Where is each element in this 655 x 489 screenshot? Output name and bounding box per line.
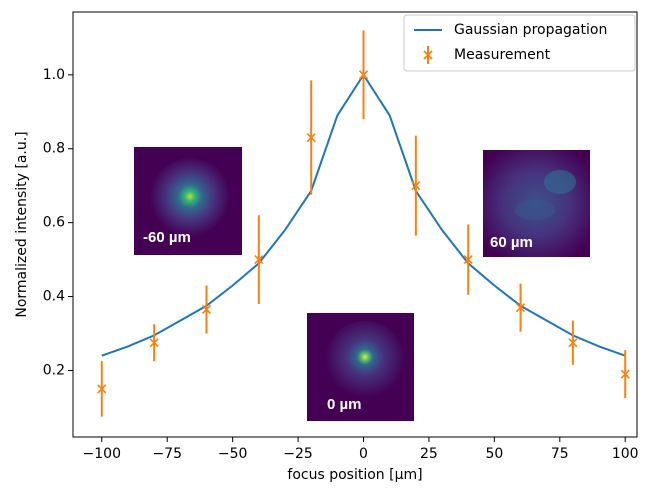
marker [254,255,264,265]
marker [568,338,578,348]
marker [97,384,107,394]
x-tick-label: −50 [218,446,248,462]
y-axis-label: Normalized intensity [a.u.] [14,131,30,317]
x-tick-label: −100 [83,446,121,462]
marker [411,181,421,191]
legend-box [403,14,636,72]
marker [463,255,473,265]
marker [515,303,526,313]
legend-label: Gaussian propagation [454,22,607,38]
legend-swatch [423,50,433,60]
beam-spot [544,170,576,194]
beam-spot [150,158,230,238]
x-tick-label: 25 [420,446,438,462]
legend-label: Measurement [454,47,551,63]
x-tick-label: 75 [551,446,569,462]
x-tick-label: 0 [359,446,368,462]
marker [620,369,630,379]
y-tick-label: 0.6 [43,215,65,231]
inset-label: 0 µm [327,396,362,413]
beam-spot [515,200,555,220]
x-axis-label: focus position [µm] [287,467,422,483]
marker [306,133,316,143]
marker [149,338,159,348]
y-tick-label: 0.8 [43,141,65,157]
beam-spot [325,321,405,401]
x-tick-label: −75 [152,446,182,462]
y-tick-label: 1.0 [43,67,65,83]
inset-label: -60 µm [143,229,191,246]
y-tick-label: 0.4 [43,289,65,305]
x-tick-label: 50 [485,446,503,462]
x-tick-label: 100 [612,446,639,462]
y-tick-label: 0.2 [43,362,65,378]
x-tick-label: −25 [283,446,313,462]
marker [201,304,212,315]
inset-label: 60 µm [490,234,533,251]
marker [358,70,369,80]
plot-frame [72,11,638,438]
inset-images [134,147,590,421]
